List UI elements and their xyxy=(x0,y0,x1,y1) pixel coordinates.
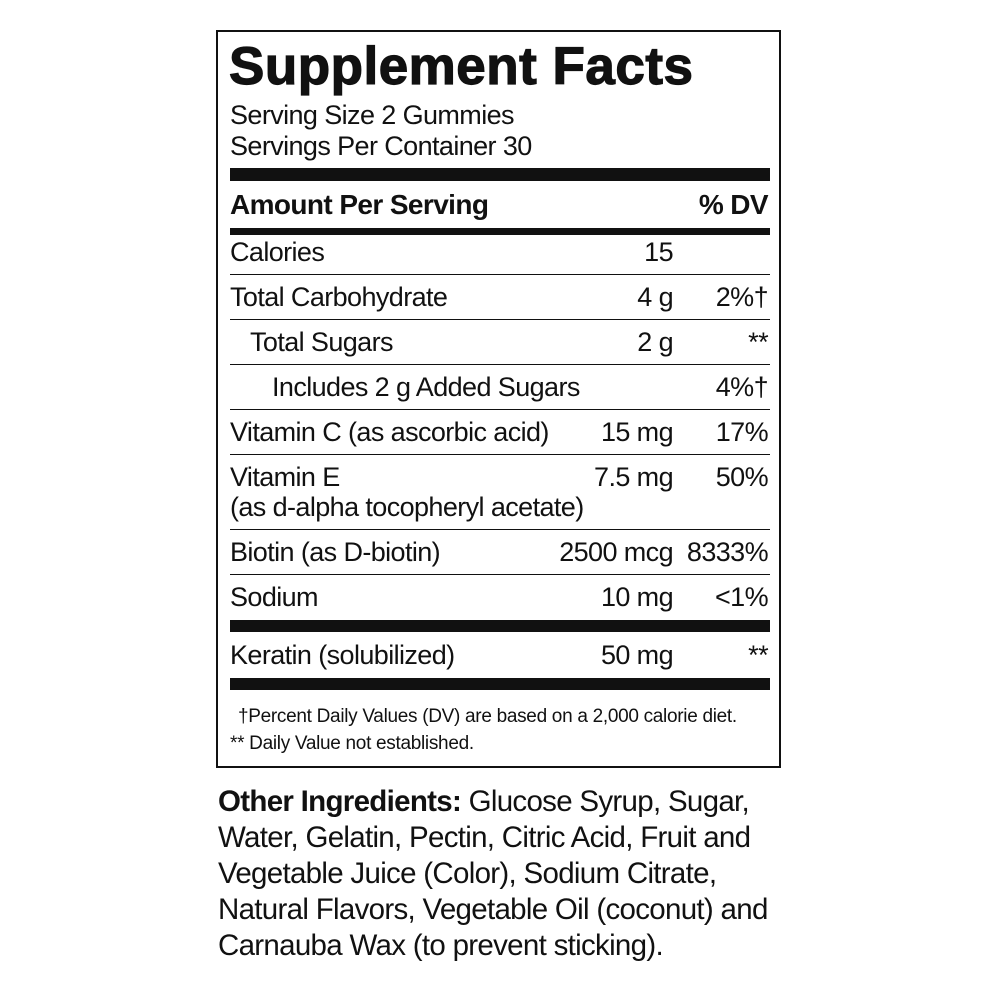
nutrient-row: Includes 2 g Added Sugars 4%† xyxy=(230,365,770,409)
nutrient-name: Total Sugars xyxy=(250,327,393,357)
nutrient-amount: 2 g xyxy=(637,327,673,357)
serving-size: Serving Size 2 Gummies xyxy=(230,100,515,130)
nutrient-dv: ** xyxy=(748,640,768,670)
nutrient-name: Sodium xyxy=(230,582,319,612)
nutrient-row: Calories 15 xyxy=(230,230,770,274)
other-ingredients-label: Other Ingredients: xyxy=(218,785,462,818)
nutrient-dv: 4%† xyxy=(715,372,769,402)
nutrient-amount: 7.5 mg xyxy=(594,462,674,492)
nutrient-dv: 2%† xyxy=(715,282,769,312)
nutrient-name-detail: (as d-alpha tocopheryl acetate) xyxy=(230,492,584,522)
dv-header: % DV xyxy=(698,189,769,220)
other-ingredients-text: Glucose Syrup, Sugar, Water, Gelatin, Pe… xyxy=(218,785,768,962)
nutrient-row: Sodium 10 mg <1% xyxy=(230,575,770,619)
nutrient-amount: 2500 mcg xyxy=(559,537,673,567)
nutrient-name: Vitamin C (as ascorbic acid) xyxy=(230,417,549,447)
nutrient-dv: <1% xyxy=(715,582,769,612)
nutrient-amount: 50 mg xyxy=(600,640,674,670)
row-divider xyxy=(230,364,770,365)
nutrient-dv: ** xyxy=(748,327,768,357)
nutrient-name: Total Carbohydrate xyxy=(230,282,448,312)
medium-divider xyxy=(230,228,770,235)
row-divider xyxy=(230,574,770,575)
servings-per-container: Servings Per Container 30 xyxy=(230,131,532,161)
other-ingredients: Other Ingredients: Glucose Syrup, Sugar,… xyxy=(218,784,798,964)
nutrient-row: Keratin (solubilized) 50 mg ** xyxy=(230,633,770,677)
nutrient-amount: 15 mg xyxy=(600,417,674,447)
nutrient-row: Vitamin E (as d-alpha tocopheryl acetate… xyxy=(230,455,770,522)
nutrient-row: Total Carbohydrate 4 g 2%† xyxy=(230,275,770,319)
nutrient-name: Calories xyxy=(230,237,325,267)
nutrient-name: Biotin (as D-biotin) xyxy=(230,537,441,567)
nutrient-amount: 4 g xyxy=(637,282,673,312)
nutrient-dv: 8333% xyxy=(686,537,769,567)
row-divider xyxy=(230,274,770,275)
nutrient-row: Vitamin C (as ascorbic acid) 15 mg 17% xyxy=(230,410,770,454)
nutrient-name: Keratin (solubilized) xyxy=(230,640,455,670)
row-divider xyxy=(230,409,770,410)
thick-divider xyxy=(230,620,770,632)
nutrient-dv: 17% xyxy=(715,417,769,447)
supplement-facts-panel xyxy=(216,30,781,768)
nutrient-row: Total Sugars 2 g ** xyxy=(230,320,770,364)
header-row: Amount Per Serving % DV xyxy=(230,183,770,227)
nutrient-amount: 15 xyxy=(644,237,673,267)
footnote-dv: †Percent Daily Values (DV) are based on … xyxy=(238,706,737,727)
nutrient-name: Vitamin E xyxy=(230,462,340,492)
row-divider xyxy=(230,529,770,530)
amount-header: Amount Per Serving xyxy=(230,189,489,220)
row-divider xyxy=(230,319,770,320)
panel-title: Supplement Facts xyxy=(228,36,694,96)
nutrient-name: Includes 2 g Added Sugars xyxy=(272,372,580,402)
nutrient-row: Biotin (as D-biotin) 2500 mcg 8333% xyxy=(230,530,770,574)
nutrient-amount: 10 mg xyxy=(600,582,674,612)
footnote-not-established: ** Daily Value not established. xyxy=(230,733,474,754)
nutrient-dv: 50% xyxy=(715,462,769,492)
thick-divider xyxy=(230,168,770,181)
row-divider xyxy=(230,454,770,455)
thick-divider xyxy=(230,678,770,690)
